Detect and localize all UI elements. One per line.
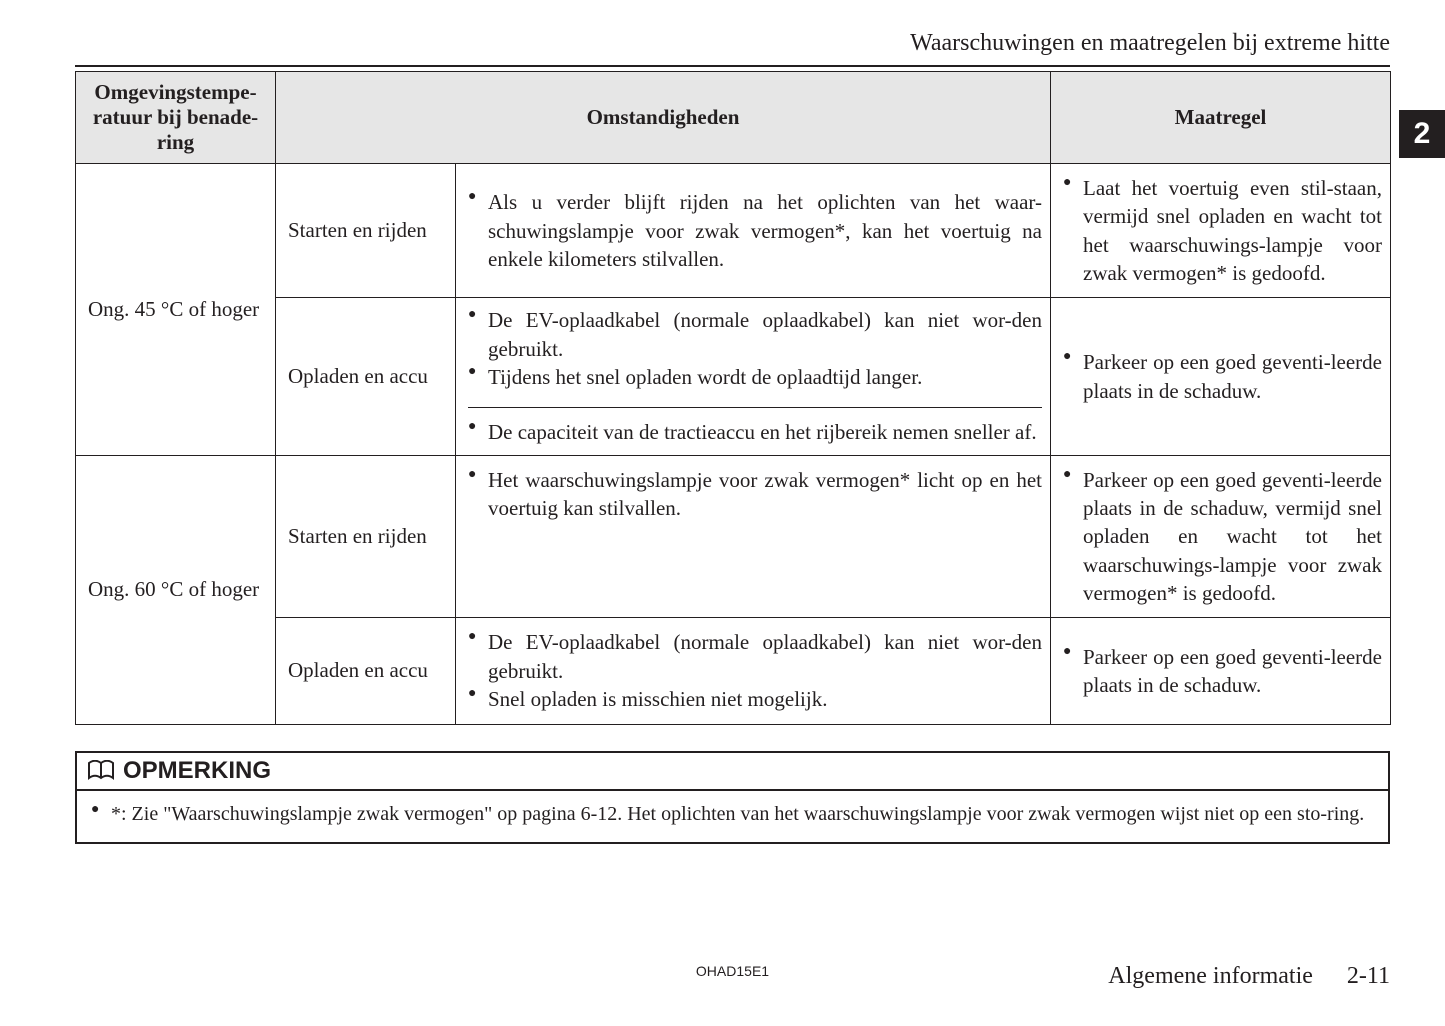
cell-cond-2b: Opladen en accu — [276, 618, 456, 724]
th-temp: Omgevingstempe-ratuur bij benade-ring — [76, 72, 276, 164]
bullet: De EV-oplaadkabel (normale oplaadkabel) … — [468, 306, 1042, 363]
manual-page: Waarschuwingen en maatregelen bij extrem… — [0, 0, 1445, 1026]
bullet: Tijdens het snel opladen wordt de oplaad… — [468, 363, 1042, 391]
book-icon — [87, 760, 115, 782]
th-measure: Maatregel — [1051, 72, 1391, 164]
bullet: Het waarschuwingslampje voor zwak vermog… — [468, 466, 1042, 523]
bullet: Parkeer op een goed geventi-leerde plaat… — [1063, 348, 1382, 405]
cell-measure-2b: Parkeer op een goed geventi-leerde plaat… — [1051, 618, 1391, 724]
page-footer: OHAD15E1 Algemene informatie 2-11 — [75, 963, 1390, 990]
bullet: *: Zie "Waarschuwingslampje zwak vermoge… — [91, 801, 1374, 828]
bullet: De capaciteit van de tractieaccu en het … — [468, 418, 1042, 446]
doc-code: OHAD15E1 — [696, 963, 769, 979]
bullet: Als u verder blijft rijden na het oplich… — [468, 188, 1042, 273]
bullet: Parkeer op een goed geventi-leerde plaat… — [1063, 643, 1382, 700]
cell-cond-2a: Starten en rijden — [276, 455, 456, 618]
warning-table: Omgevingstempe-ratuur bij benade-ring Om… — [75, 71, 1391, 725]
cell-temp-1: Ong. 45 °C of hoger — [76, 164, 276, 456]
bullet: De EV-oplaadkabel (normale oplaadkabel) … — [468, 628, 1042, 685]
cell-measure-1a: Laat het voertuig even stil-staan, vermi… — [1051, 164, 1391, 298]
bullet: Snel opladen is misschien niet mogelijk. — [468, 685, 1042, 713]
cell-cond-1a: Starten en rijden — [276, 164, 456, 298]
cell-measure-1b: Parkeer op een goed geventi-leerde plaat… — [1051, 298, 1391, 455]
page-rule — [75, 65, 1390, 67]
cell-circ-2b: De EV-oplaadkabel (normale oplaadkabel) … — [456, 618, 1051, 724]
section-title: Algemene informatie — [1108, 963, 1313, 990]
bullet: Parkeer op een goed geventi-leerde plaat… — [1063, 466, 1382, 608]
note-heading-text: OPMERKING — [123, 757, 271, 785]
chapter-tab: 2 — [1399, 110, 1445, 158]
bullet: Laat het voertuig even stil-staan, vermi… — [1063, 174, 1382, 287]
cell-circ-2a: Het waarschuwingslampje voor zwak vermog… — [456, 455, 1051, 618]
cell-circ-1a: Als u verder blijft rijden na het oplich… — [456, 164, 1051, 298]
cell-temp-2: Ong. 60 °C of hoger — [76, 455, 276, 724]
cell-circ-1b: De EV-oplaadkabel (normale oplaadkabel) … — [456, 298, 1051, 455]
th-conditions: Omstandigheden — [276, 72, 1051, 164]
cell-measure-2a: Parkeer op een goed geventi-leerde plaat… — [1051, 455, 1391, 618]
note-heading: OPMERKING — [77, 753, 1388, 791]
note-box: OPMERKING *: Zie "Waarschuwingslampje zw… — [75, 751, 1390, 844]
page-title: Waarschuwingen en maatregelen bij extrem… — [75, 30, 1390, 57]
page-number: 2-11 — [1347, 963, 1390, 990]
cell-cond-1b: Opladen en accu — [276, 298, 456, 455]
note-body: *: Zie "Waarschuwingslampje zwak vermoge… — [77, 791, 1388, 842]
